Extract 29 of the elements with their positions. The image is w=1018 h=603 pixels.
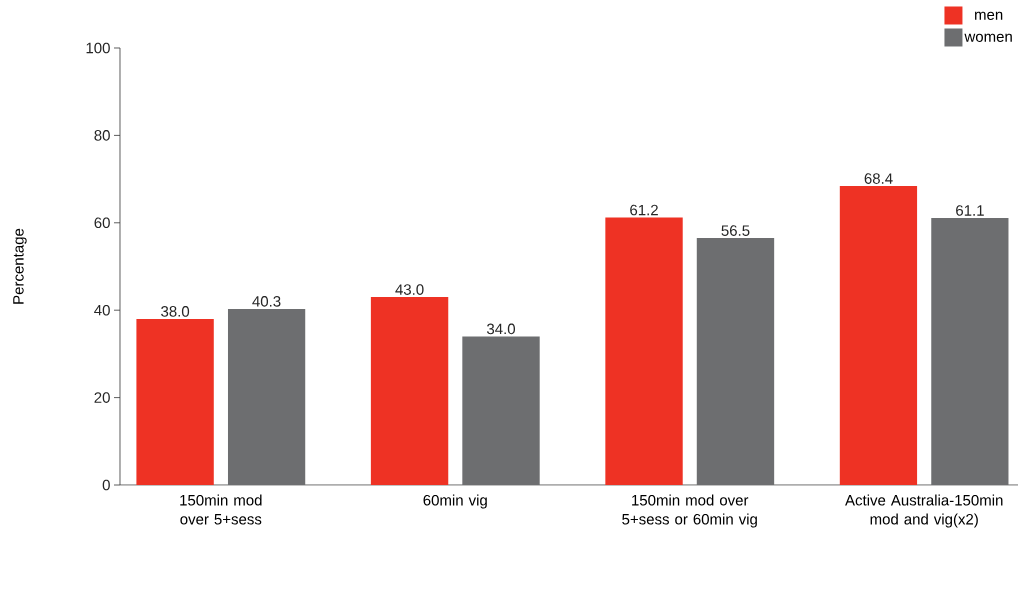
- data-label: 68.4: [864, 173, 893, 184]
- x-tick-label: 150min mod over 5+sess: [180, 494, 262, 525]
- x-tick-label: 60min vig: [423, 494, 487, 509]
- data-label: 56.5: [721, 225, 750, 236]
- x-tick-label: 150min mod over 5+sess or 60min vig: [622, 494, 757, 528]
- bar: [839, 186, 918, 485]
- data-label: 61.2: [630, 204, 658, 216]
- data-label: 40.3: [252, 296, 281, 307]
- bar: [605, 217, 683, 485]
- data-label: 43.0: [395, 284, 424, 295]
- bar: [462, 336, 540, 485]
- bar: [931, 217, 1009, 485]
- bar: [370, 297, 449, 485]
- legend-label: men: [975, 11, 1003, 20]
- bar: [136, 318, 214, 485]
- y-tick-label: 60: [94, 217, 110, 229]
- bar: [696, 238, 775, 485]
- data-label: 38.0: [161, 306, 190, 317]
- y-axis-title: Percentage: [13, 228, 27, 304]
- y-tick-label: 100: [86, 42, 110, 54]
- y-tick-label: 40: [94, 304, 110, 316]
- bar: [227, 308, 306, 485]
- x-tick-label: Active Australia-150min mod and vig(x2): [845, 494, 1003, 528]
- y-tick-label: 20: [94, 392, 110, 403]
- y-tick-label: 0: [102, 479, 110, 491]
- legend-label: women: [964, 33, 1012, 42]
- y-tick-label: 80: [94, 130, 110, 141]
- data-label: 61.1: [956, 205, 984, 216]
- data-label: 34.0: [486, 323, 516, 335]
